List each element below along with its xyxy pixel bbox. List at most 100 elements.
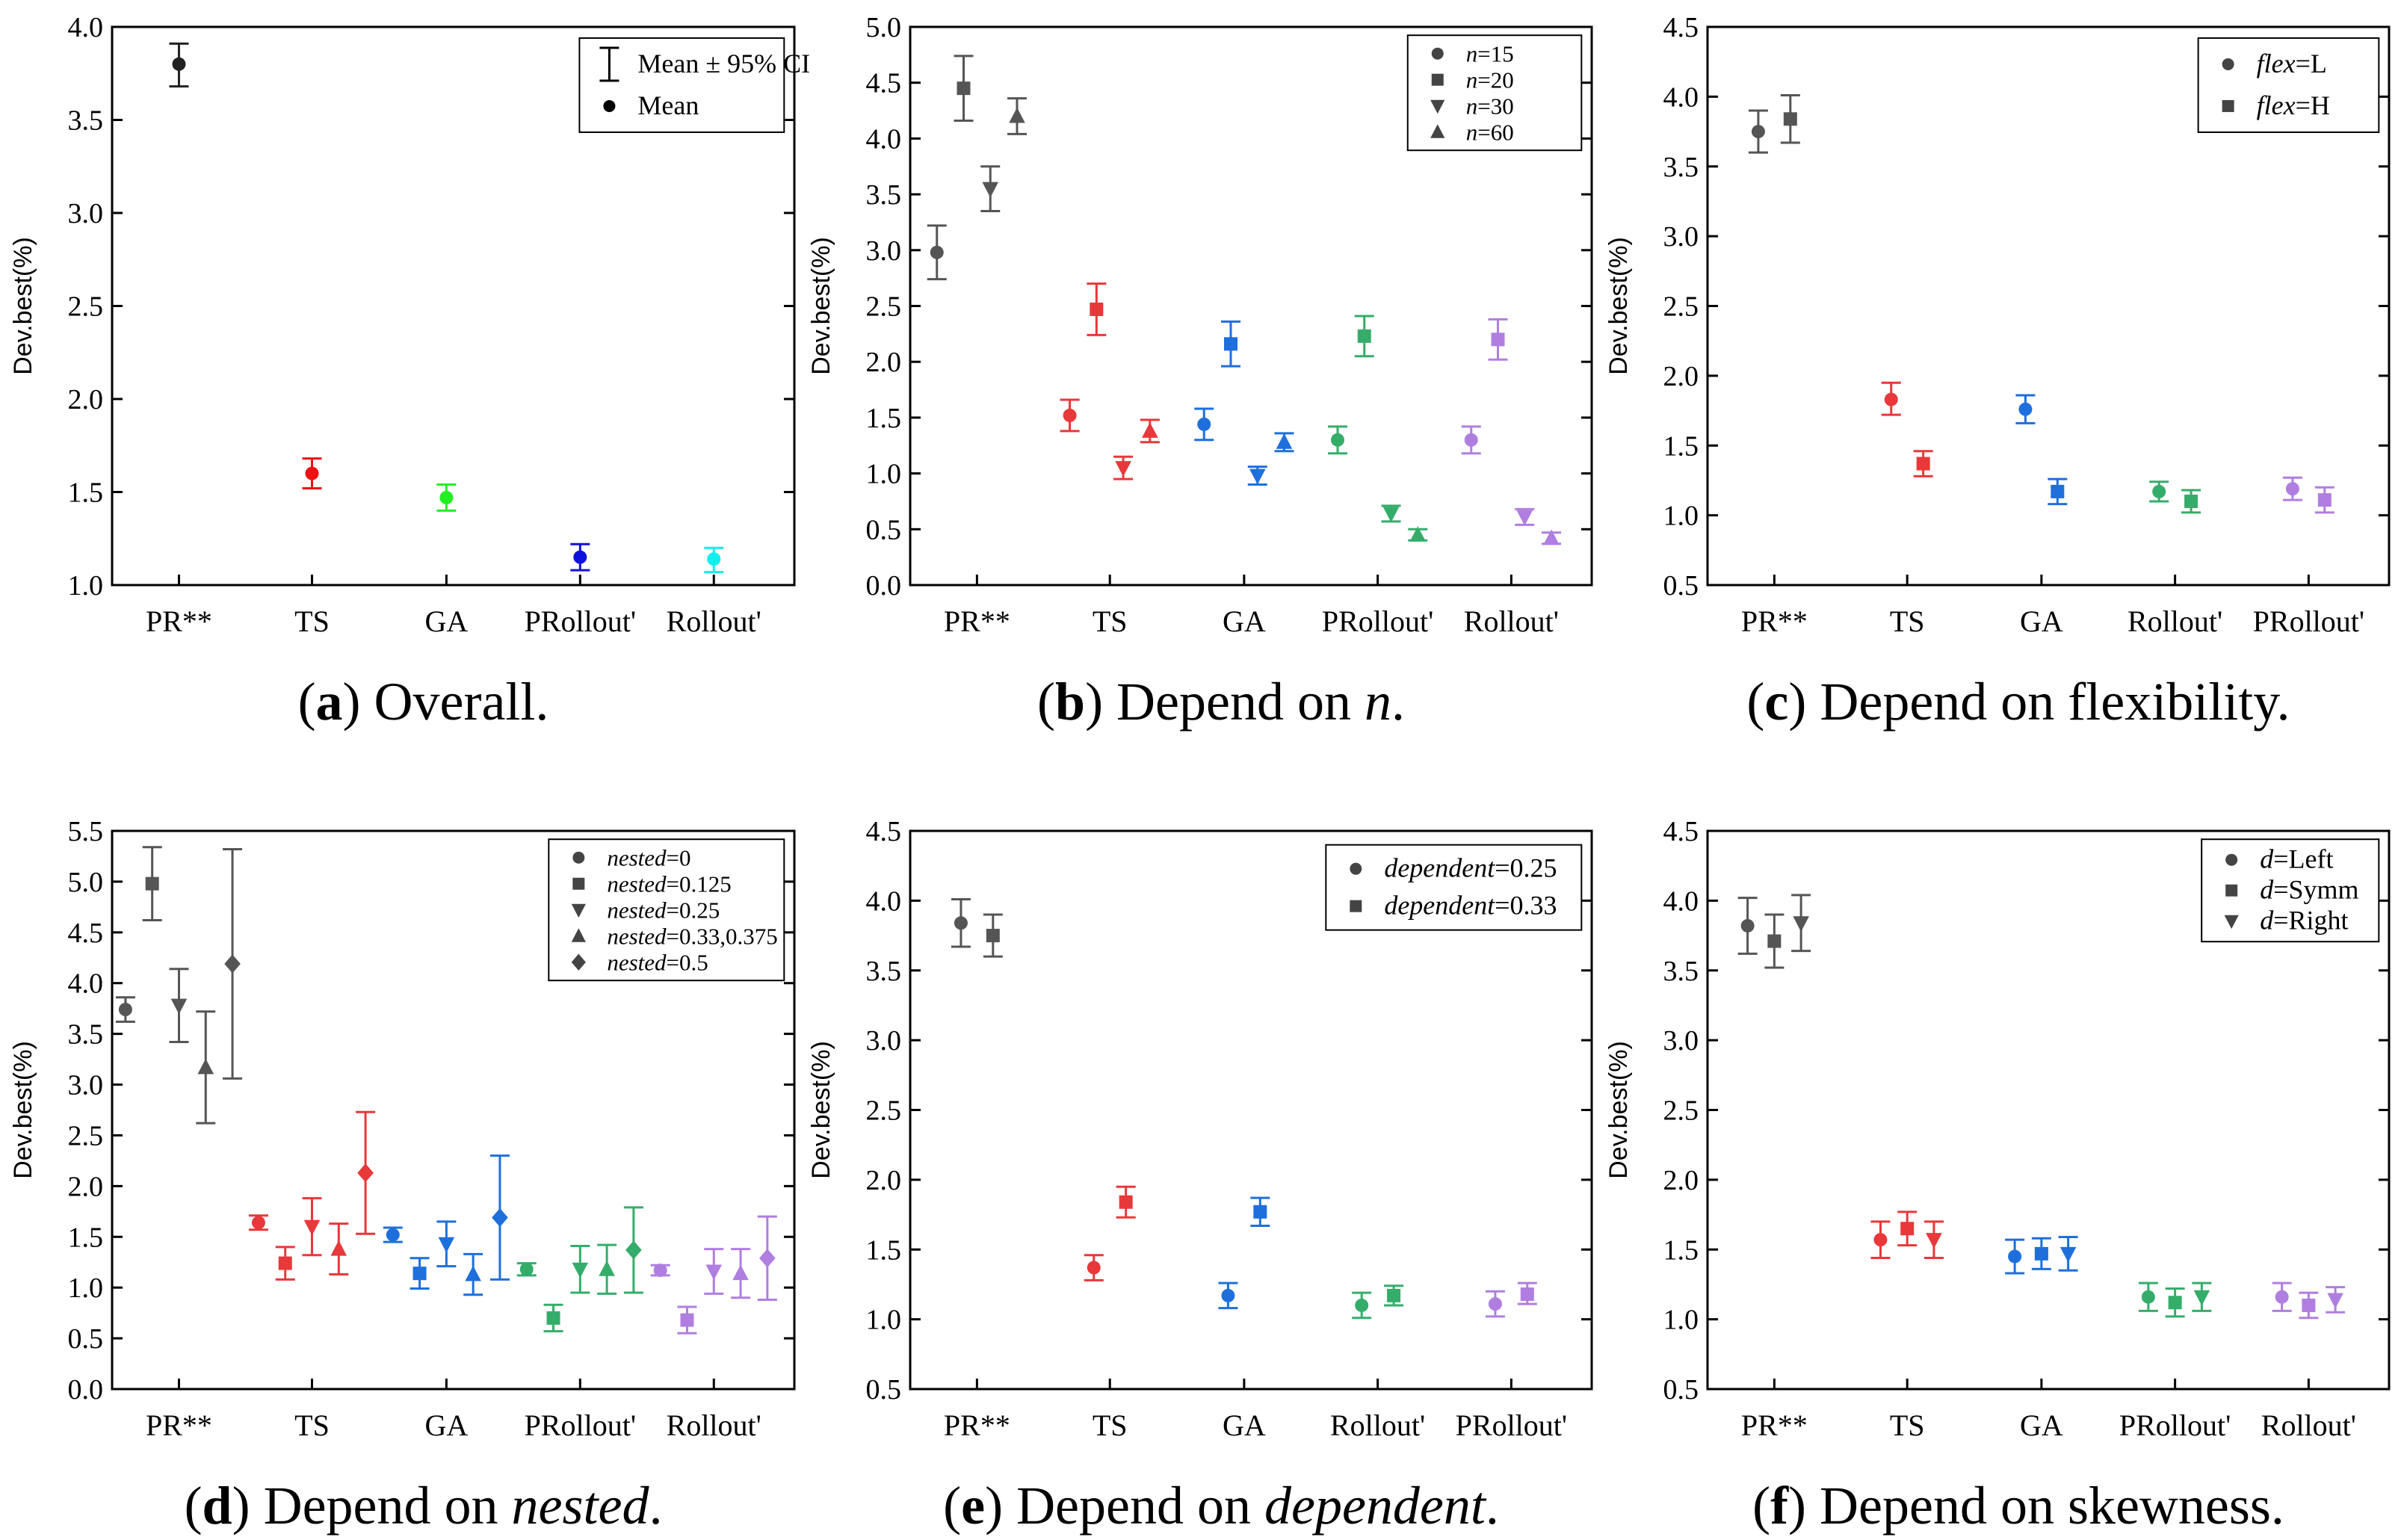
y-tick-label: 2.5	[68, 291, 104, 323]
data-point	[2302, 1298, 2316, 1312]
data-point	[172, 57, 186, 71]
data-point	[412, 1267, 427, 1281]
data-point	[982, 182, 999, 198]
data-point	[2051, 484, 2065, 498]
data-point	[653, 1264, 667, 1278]
legend-label: nested=0.25	[607, 897, 720, 924]
x-tick-label: PR**	[944, 1408, 1010, 1442]
data-point	[2193, 1290, 2210, 1306]
x-tick-label: TS	[1093, 604, 1128, 638]
data-point	[957, 81, 971, 96]
x-tick-label: PRollout'	[2253, 604, 2364, 638]
y-tick-label: 3.5	[68, 1019, 104, 1051]
data-point	[1916, 457, 1930, 471]
y-tick-label: 4.0	[68, 968, 104, 1000]
y-tick-label: 1.5	[866, 403, 902, 434]
legend-label: n=30	[1466, 93, 1514, 120]
data-point	[1491, 333, 1505, 347]
data-point	[303, 1219, 321, 1236]
x-tick-label: TS	[1890, 1408, 1925, 1442]
data-point	[954, 916, 968, 930]
data-point	[251, 1216, 265, 1230]
series-d=Left	[1737, 897, 2292, 1312]
legend-label: nested=0.125	[607, 871, 731, 897]
legend-label: dependent=0.25	[1384, 853, 1557, 883]
data-point	[2141, 1290, 2155, 1304]
plot-frame	[111, 829, 796, 1391]
data-point	[224, 954, 241, 974]
y-tick-label: 3.5	[1663, 152, 1699, 183]
data-point	[386, 1228, 400, 1242]
data-point	[2184, 494, 2198, 508]
data-point	[439, 490, 454, 504]
x-tick-label: PR**	[146, 1408, 212, 1442]
data-point	[2059, 1246, 2077, 1263]
data-point	[1387, 1288, 1401, 1302]
data-point	[2327, 1293, 2343, 1309]
data-point	[1009, 107, 1025, 123]
legend: nested=0nested=0.125nested=0.25nested=0.…	[548, 838, 785, 982]
y-tick-label: 1.0	[866, 459, 902, 490]
y-tick-label: 3.5	[866, 956, 902, 987]
y-tick-label: 5.5	[68, 816, 104, 847]
x-tick-label: GA	[424, 604, 468, 638]
data-point	[1253, 1205, 1267, 1219]
data-point	[278, 1256, 292, 1270]
series-nested=0.33,0.375	[196, 1010, 751, 1299]
data-point	[1142, 422, 1158, 438]
legend-box	[548, 838, 785, 982]
x-tick-label: Rollout'	[1464, 604, 1559, 638]
x-tick-label: PRollout'	[1322, 604, 1433, 638]
y-tick-label: 4.0	[68, 12, 104, 43]
x-tick-label: PR**	[1741, 1408, 1808, 1442]
data-point	[1249, 469, 1266, 485]
series-n=15	[927, 224, 1481, 455]
data-point	[1900, 1222, 1915, 1236]
data-point	[1543, 529, 1560, 545]
data-point	[930, 245, 944, 259]
panel-caption: (f) Depend on skewness.	[1752, 1476, 2284, 1536]
y-tick-label: 2.5	[866, 1095, 902, 1127]
legend-box	[578, 37, 785, 133]
y-tick-label: 4.0	[866, 885, 902, 917]
data-point	[2034, 1246, 2048, 1261]
data-point	[1197, 417, 1211, 431]
y-tick-label: 0.5	[1663, 1374, 1699, 1406]
data-point	[2008, 1249, 2022, 1264]
y-tick-label: 3.0	[866, 1025, 902, 1057]
panel-caption: (e) Depend on dependent.	[943, 1476, 1499, 1536]
series-d=Right	[1791, 894, 2346, 1314]
legend-symbol	[1350, 900, 1362, 912]
x-tick-label: Rollout'	[2127, 604, 2222, 638]
y-tick-label: 1.0	[866, 1305, 902, 1336]
data-point	[2168, 1296, 2182, 1310]
legend-label: flex=L	[2257, 49, 2327, 78]
series-n=30	[980, 165, 1535, 526]
panel-e: 0.5 1.0 1.5 2.0 2.5 3.0 3.5 4.0 4.5 Dev.best(%) PR…	[807, 816, 1593, 1536]
data-point	[572, 1262, 589, 1278]
legend-label: Mean ± 95% CI	[637, 49, 810, 78]
data-point	[705, 1264, 723, 1281]
legend-symbol	[1431, 47, 1444, 60]
data-point	[986, 929, 1000, 943]
y-tick-label: 4.5	[866, 68, 902, 99]
data-point	[1331, 433, 1345, 447]
y-tick-label: 4.5	[866, 816, 902, 847]
y-axis-label: Dev.best(%)	[9, 1041, 37, 1179]
data-point	[2018, 402, 2033, 416]
y-tick-label: 0.5	[866, 1374, 902, 1406]
panel-caption: (c) Depend on flexibility.	[1746, 672, 2290, 732]
legend-label: d=Right	[2260, 906, 2348, 936]
y-tick-label: 1.0	[68, 1272, 104, 1304]
x-tick-label: Rollout'	[1330, 1408, 1425, 1442]
y-axis-label: Dev.best(%)	[807, 1041, 835, 1179]
x-tick-label: PR**	[944, 604, 1010, 638]
y-tick-label: 0.5	[1663, 570, 1699, 602]
y-tick-label: 1.0	[1663, 1305, 1699, 1336]
data-point	[625, 1240, 642, 1260]
y-axis-label: Dev.best(%)	[9, 237, 37, 375]
data-point	[707, 552, 721, 566]
legend-label: nested=0.5	[607, 950, 708, 976]
x-tick-label: GA	[424, 1408, 468, 1442]
